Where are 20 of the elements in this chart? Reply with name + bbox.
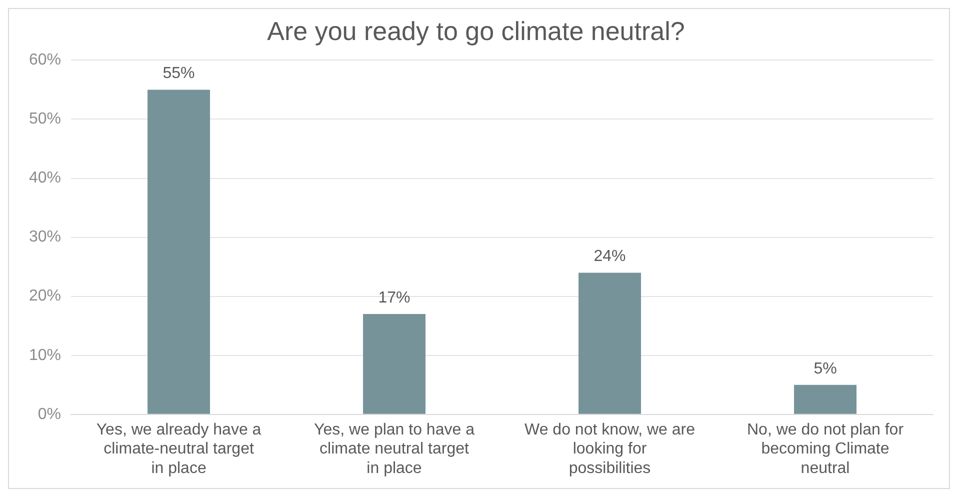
y-tick-label: 20% bbox=[28, 288, 62, 305]
chart-title: Are you ready to go climate neutral? bbox=[267, 16, 685, 46]
y-tick-label: 10% bbox=[28, 346, 62, 364]
y-tick-label: 30% bbox=[28, 228, 62, 246]
bar bbox=[363, 314, 426, 414]
y-tick-label: 0% bbox=[38, 406, 62, 423]
data-label: 24% bbox=[594, 248, 626, 266]
data-label: 55% bbox=[162, 65, 195, 82]
x-tick-label: No, we do not plan for becoming Climate neutral bbox=[746, 421, 904, 477]
bar bbox=[794, 384, 856, 414]
bar bbox=[578, 272, 642, 414]
data-label: 5% bbox=[814, 360, 837, 378]
x-tick-label: Yes, we already have a climate-neutral target in place bbox=[96, 421, 262, 477]
bar bbox=[148, 90, 210, 414]
data-label: 17% bbox=[378, 289, 410, 306]
y-tick-label: 40% bbox=[28, 170, 62, 187]
x-tick-label: We do not know, we are looking for possibilities bbox=[524, 421, 696, 477]
y-tick-label: 60% bbox=[28, 52, 62, 69]
x-tick-label: Yes, we plan to have a climate neutral target in place bbox=[314, 421, 475, 477]
y-tick-label: 50% bbox=[28, 110, 62, 128]
